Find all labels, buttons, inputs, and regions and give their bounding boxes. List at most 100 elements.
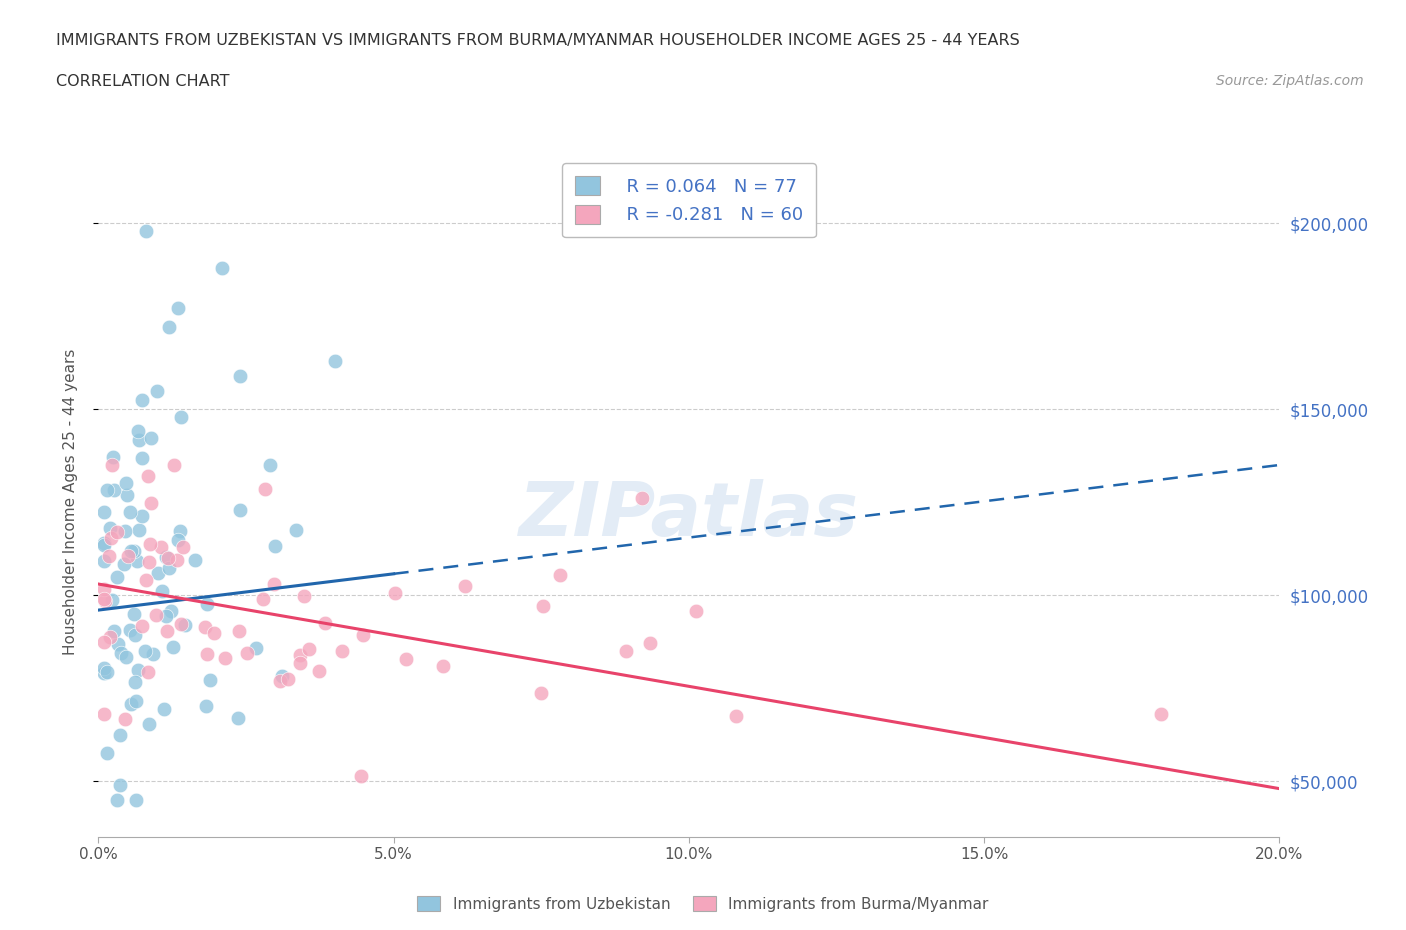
Text: IMMIGRANTS FROM UZBEKISTAN VS IMMIGRANTS FROM BURMA/MYANMAR HOUSEHOLDER INCOME A: IMMIGRANTS FROM UZBEKISTAN VS IMMIGRANTS… [56,33,1019,47]
Point [138,717,160,732]
Point [263,577,285,591]
Point [115,487,138,502]
Point [127,423,149,438]
Point [195,597,218,612]
Point [98,630,121,644]
Point [162,640,184,655]
Point [173,618,195,632]
Point [93,635,115,650]
Point [236,646,259,661]
Point [531,599,554,614]
Point [152,702,174,717]
Point [93,665,115,680]
Point [114,524,136,538]
Text: ZIPatlas: ZIPatlas [519,479,859,552]
Point [131,618,153,633]
Point [115,475,138,490]
Point [93,581,115,596]
Point [135,223,157,238]
Point [139,496,162,511]
Legend:   R = 0.064   N = 77,   R = -0.281   N = 60: R = 0.064 N = 77, R = -0.281 N = 60 [562,163,815,237]
Point [614,644,637,658]
Point [120,505,142,520]
Point [157,320,180,335]
Point [155,550,177,565]
Point [93,536,115,551]
Point [122,606,145,621]
Point [120,697,142,711]
Point [103,623,125,638]
Point [136,665,159,680]
Point [157,561,180,576]
Point [128,522,150,537]
Point [110,777,132,792]
Point [150,583,173,598]
Point [107,569,129,584]
Point [114,711,136,726]
Point [298,642,321,657]
Point [93,707,115,722]
Point [122,544,145,559]
Point [138,468,160,483]
Point [117,548,139,563]
Point [96,745,118,760]
Text: Source: ZipAtlas.com: Source: ZipAtlas.com [1216,74,1364,88]
Point [211,260,233,275]
Point [131,393,153,408]
Point [101,592,124,607]
Point [93,660,115,675]
Point [432,658,454,673]
Point [170,409,193,424]
Point [101,458,124,472]
Point [323,353,346,368]
Point [105,525,128,539]
Point [163,458,186,472]
Point [167,300,190,315]
Point [131,509,153,524]
Point [112,557,135,572]
Point [125,553,148,568]
Point [183,552,205,567]
Point [229,502,252,517]
Point [98,548,121,563]
Point [93,538,115,553]
Point [1150,707,1173,722]
Point [96,664,118,679]
Point [194,699,217,714]
Point [120,544,142,559]
Point [135,573,157,588]
Point [454,578,477,593]
Point [138,554,160,569]
Point [160,604,183,618]
Point [128,433,150,448]
Point [124,627,146,642]
Point [118,622,141,637]
Point [195,647,218,662]
Point [252,591,274,606]
Point [96,483,118,498]
Point [724,709,747,724]
Point [103,483,125,498]
Point [139,537,162,551]
Point [194,620,217,635]
Point [214,650,236,665]
Point [155,623,177,638]
Point [229,368,252,383]
Point [271,669,294,684]
Point [228,624,250,639]
Point [259,458,281,472]
Point [202,626,225,641]
Point [142,646,165,661]
Point [314,616,336,631]
Point [548,567,571,582]
Point [125,694,148,709]
Point [110,728,132,743]
Point [349,768,371,783]
Point [277,671,299,686]
Point [290,656,312,671]
Point [93,505,115,520]
Point [100,530,122,545]
Point [156,551,179,565]
Point [395,651,418,666]
Point [308,663,330,678]
